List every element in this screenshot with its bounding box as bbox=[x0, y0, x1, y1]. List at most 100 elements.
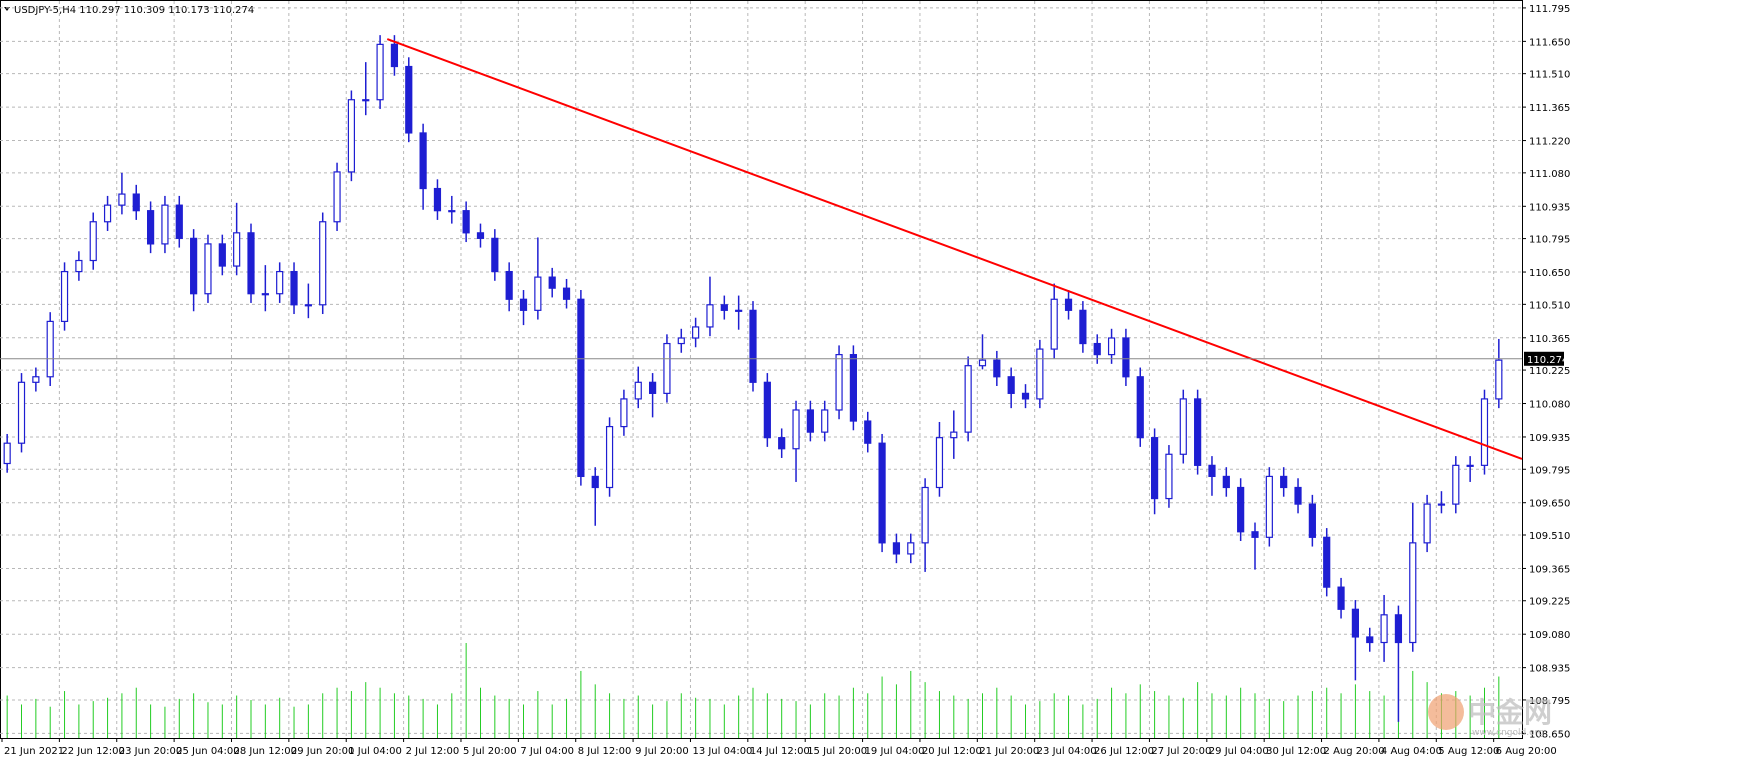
candle-body bbox=[161, 204, 169, 245]
candle-body bbox=[907, 542, 915, 555]
x-tick-label: 23 Jun 20:00 bbox=[119, 746, 183, 757]
candle-body bbox=[993, 359, 1001, 378]
candle-body bbox=[319, 221, 327, 306]
chart-header: USDJPY-5,H4 110.297 110.309 110.173 110.… bbox=[14, 5, 254, 16]
x-tick-label: 6 Aug 20:00 bbox=[1496, 746, 1557, 757]
candle-body bbox=[1480, 398, 1489, 466]
candle-body bbox=[1136, 376, 1144, 439]
candle-body bbox=[1036, 348, 1044, 400]
candle-body bbox=[706, 304, 714, 328]
candle-body bbox=[419, 132, 427, 190]
candle-body bbox=[1366, 636, 1374, 644]
candle-body bbox=[1122, 337, 1130, 378]
candle-body bbox=[462, 210, 470, 234]
y-tick-label: 109.225 bbox=[1529, 597, 1570, 608]
candle-body bbox=[1423, 503, 1431, 544]
candle-body bbox=[433, 187, 442, 212]
candle-body bbox=[390, 43, 399, 68]
candle-body bbox=[1337, 586, 1345, 610]
x-tick-label: 29 Jun 20:00 bbox=[291, 746, 355, 757]
candle-body bbox=[290, 270, 298, 306]
y-tick-label: 111.220 bbox=[1529, 137, 1570, 148]
x-tick-label: 9 Jul 20:00 bbox=[635, 746, 689, 757]
watermark: 中金网 bbox=[1468, 696, 1552, 729]
x-tick-label: 26 Jul 12:00 bbox=[1094, 746, 1154, 757]
candle-body bbox=[1466, 464, 1474, 467]
y-tick-label: 110.510 bbox=[1529, 300, 1570, 311]
candle-body bbox=[950, 431, 958, 439]
candle-body bbox=[749, 309, 757, 383]
candle-body bbox=[233, 232, 241, 267]
candle-body bbox=[548, 276, 556, 289]
y-tick-label: 108.650 bbox=[1529, 729, 1570, 740]
candle-body bbox=[1222, 475, 1230, 489]
x-tick-label: 27 Jul 20:00 bbox=[1151, 746, 1211, 757]
candle-body bbox=[849, 354, 858, 422]
candle-body bbox=[935, 437, 944, 489]
candle-body bbox=[720, 304, 728, 311]
candle-body bbox=[1280, 475, 1288, 489]
candle-body bbox=[1308, 503, 1316, 538]
x-tick-label: 7 Jul 04:00 bbox=[520, 746, 574, 757]
candle-body bbox=[1394, 614, 1403, 644]
y-tick-label: 109.510 bbox=[1529, 531, 1570, 542]
x-tick-label: 1 Jul 04:00 bbox=[348, 746, 402, 757]
candle-body bbox=[792, 409, 800, 450]
candle-body bbox=[1323, 536, 1331, 588]
candle-body bbox=[878, 442, 886, 544]
x-tick-label: 5 Jul 20:00 bbox=[463, 746, 517, 757]
watermark-logo bbox=[1428, 694, 1464, 730]
candle-body bbox=[1294, 486, 1302, 505]
x-tick-label: 2 Jul 12:00 bbox=[406, 746, 460, 757]
candle-body bbox=[1351, 608, 1360, 638]
candle-body bbox=[175, 204, 183, 239]
candle-body bbox=[3, 442, 11, 465]
y-tick-label: 111.650 bbox=[1529, 37, 1570, 48]
candle-body bbox=[448, 210, 456, 213]
candle-body bbox=[362, 99, 370, 102]
candle-body bbox=[692, 326, 700, 339]
candle-body bbox=[978, 359, 987, 367]
current-price-box bbox=[1524, 351, 1564, 366]
candle-body bbox=[147, 210, 155, 245]
x-tick-label: 5 Aug 12:00 bbox=[1438, 746, 1499, 757]
candle-body bbox=[1380, 614, 1388, 644]
x-tick-label: 23 Jul 04:00 bbox=[1037, 746, 1097, 757]
plot-area bbox=[0, 0, 1523, 739]
candle-body bbox=[1093, 342, 1101, 356]
candle-body bbox=[835, 354, 843, 411]
candle-body bbox=[1150, 437, 1159, 500]
candle-body bbox=[1064, 298, 1073, 311]
candle-body bbox=[1251, 531, 1259, 538]
candle-body bbox=[1165, 453, 1173, 500]
candle-body bbox=[190, 237, 198, 295]
y-tick-label: 109.795 bbox=[1529, 465, 1570, 476]
x-tick-label: 15 Jul 20:00 bbox=[807, 746, 867, 757]
y-tick-label: 110.650 bbox=[1529, 268, 1570, 279]
candle-body bbox=[218, 243, 226, 267]
x-tick-label: 25 Jun 04:00 bbox=[176, 746, 240, 757]
x-tick-label: 28 Jun 12:00 bbox=[233, 746, 297, 757]
y-tick-label: 109.935 bbox=[1529, 433, 1570, 444]
candle-body bbox=[1021, 392, 1030, 400]
candle-body bbox=[17, 381, 26, 444]
watermark-url: www.cngold.org bbox=[1472, 728, 1544, 738]
candle-body bbox=[347, 99, 355, 173]
candle-body bbox=[376, 43, 384, 101]
y-tick-label: 111.795 bbox=[1529, 4, 1570, 15]
candle-body bbox=[204, 243, 212, 295]
candle-body bbox=[921, 486, 929, 544]
candle-body bbox=[864, 420, 872, 444]
candle-body bbox=[247, 232, 255, 295]
x-tick-label: 29 Jul 04:00 bbox=[1209, 746, 1269, 757]
x-tick-label: 13 Jul 04:00 bbox=[692, 746, 752, 757]
y-tick-label: 111.080 bbox=[1529, 169, 1570, 180]
candle-body bbox=[591, 475, 599, 489]
candle-body bbox=[677, 337, 685, 345]
current-price-label: 110.274 bbox=[1527, 355, 1568, 366]
x-tick-label: 30 Jul 12:00 bbox=[1266, 746, 1326, 757]
y-tick-label: 110.795 bbox=[1529, 235, 1570, 246]
candle-body bbox=[476, 232, 485, 239]
candle-body bbox=[534, 276, 542, 311]
